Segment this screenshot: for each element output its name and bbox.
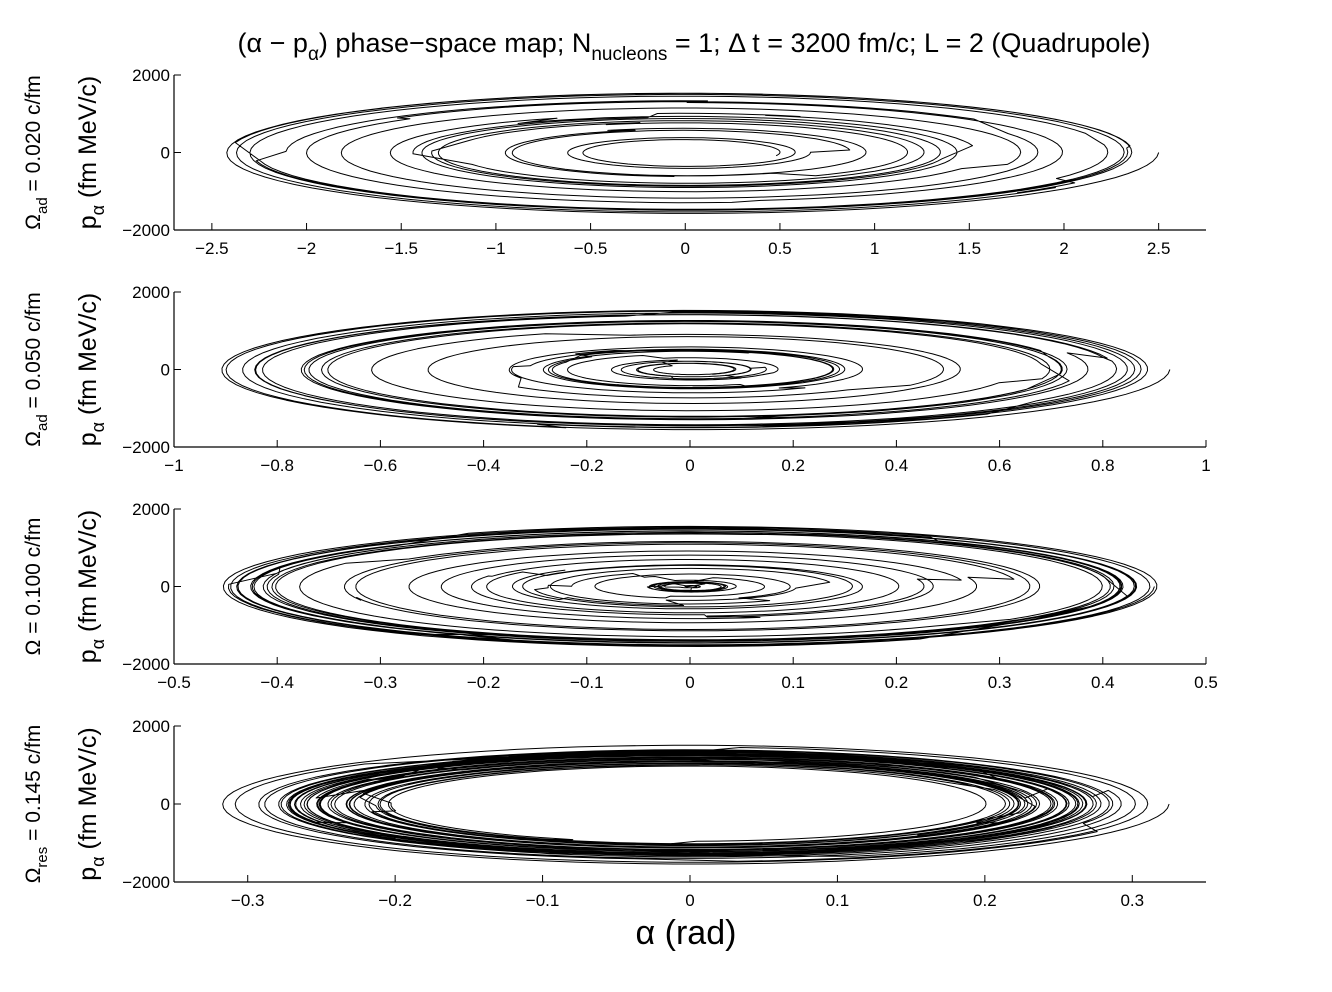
x-tick-label: 1 xyxy=(1201,456,1210,475)
x-tick-label: −0.2 xyxy=(467,673,501,692)
x-tick-label: −2 xyxy=(297,239,316,258)
panel-frequency-label: Ωad = 0.020 c/fm xyxy=(22,75,51,229)
x-tick-label: 0 xyxy=(685,456,694,475)
y-tick-label: 0 xyxy=(161,361,170,380)
x-tick-label: −0.4 xyxy=(467,456,501,475)
x-tick-label: −0.4 xyxy=(260,673,294,692)
x-tick-label: −0.3 xyxy=(231,891,265,910)
panel-3: −0.5 −0.4 −0.3 −0.2 −0.1 0 0.1 0.2 0.3 0.4 0.5 −200… xyxy=(22,500,1218,692)
x-tick-label: 0.4 xyxy=(1091,673,1115,692)
y-tick-label: −2000 xyxy=(122,873,170,892)
y-axis-label: pα (fm MeV/c) xyxy=(74,510,108,663)
figure-title: (α − pα) phase−space map; Nnucleons = 1;… xyxy=(238,28,1151,65)
x-tick-label: 0.2 xyxy=(973,891,997,910)
x-tick-label: 0.2 xyxy=(781,456,805,475)
panels-container: −2.5 −2 −1.5 −1 −0.5 0 0.5 1 1.5 2 2.5 −2000 0 2000 pα… xyxy=(22,66,1218,910)
x-tick-label: 0.4 xyxy=(885,456,909,475)
y-tick-label: 2000 xyxy=(132,283,170,302)
x-tick-label: −0.6 xyxy=(364,456,398,475)
x-tick-label: 1.5 xyxy=(957,239,981,258)
x-tick-label: 0.6 xyxy=(988,456,1012,475)
x-tick-label: 0 xyxy=(681,239,690,258)
y-tick-label: 2000 xyxy=(132,66,170,85)
x-tick-label: −0.2 xyxy=(378,891,412,910)
y-tick-label: −2000 xyxy=(122,655,170,674)
x-tick-label: 0.5 xyxy=(1194,673,1218,692)
x-tick-label: −1.5 xyxy=(384,239,418,258)
y-axis-label: pα (fm MeV/c) xyxy=(74,76,108,229)
panel-frequency-label: Ωres = 0.145 c/fm xyxy=(22,725,51,884)
y-tick-label: 0 xyxy=(161,795,170,814)
x-tick-label: 0.8 xyxy=(1091,456,1115,475)
x-tick-label: 2.5 xyxy=(1147,239,1171,258)
x-tick-label: 0.3 xyxy=(988,673,1012,692)
y-tick-label: 0 xyxy=(161,578,170,597)
y-tick-label: −2000 xyxy=(122,221,170,240)
x-tick-label: 0.2 xyxy=(885,673,909,692)
y-tick-label: 0 xyxy=(161,144,170,163)
y-axis-label: pα (fm MeV/c) xyxy=(74,293,108,446)
x-tick-label: −0.2 xyxy=(570,456,604,475)
x-tick-label: 0 xyxy=(685,673,694,692)
x-axis-label: α (rad) xyxy=(636,914,737,952)
x-tick-label: −1 xyxy=(486,239,505,258)
x-tick-label: −0.5 xyxy=(574,239,608,258)
x-tick-label: 2 xyxy=(1059,239,1068,258)
x-tick-label: 0.1 xyxy=(781,673,805,692)
y-axis-label: pα (fm MeV/c) xyxy=(74,727,108,880)
x-tick-label: 0.1 xyxy=(826,891,850,910)
x-tick-label: 0.5 xyxy=(768,239,792,258)
x-tick-label: 0.3 xyxy=(1120,891,1144,910)
x-tick-label: −0.8 xyxy=(260,456,294,475)
y-tick-label: −2000 xyxy=(122,438,170,457)
x-tick-label: 0 xyxy=(685,891,694,910)
x-tick-label: −0.1 xyxy=(570,673,604,692)
panel-1: −2.5 −2 −1.5 −1 −0.5 0 0.5 1 1.5 2 2.5 −2000 0 2000 pα… xyxy=(22,66,1206,258)
y-tick-label: 2000 xyxy=(132,717,170,736)
phase-trajectory-1 xyxy=(226,92,1160,214)
panel-4: −0.3 −0.2 −0.1 0 0.1 0.2 0.3 −2000 0 2000 pα (fm M… xyxy=(22,717,1206,910)
phase-trajectory-4 xyxy=(222,744,1170,865)
panel-frequency-label: Ωad = 0.050 c/fm xyxy=(22,292,51,446)
x-tick-label: −2.5 xyxy=(195,239,229,258)
y-tick-label: 2000 xyxy=(132,500,170,519)
phase-trajectory-3 xyxy=(222,525,1158,647)
panel-2: −1 −0.8 −0.6 −0.4 −0.2 0 0.2 0.4 0.6 0.8 1 −2000 0 20… xyxy=(22,283,1211,475)
x-tick-label: 1 xyxy=(870,239,879,258)
x-tick-label: −0.5 xyxy=(157,673,191,692)
phase-trajectory-2 xyxy=(221,309,1171,431)
x-tick-label: −0.3 xyxy=(364,673,398,692)
x-tick-label: −1 xyxy=(164,456,183,475)
panel-frequency-label: Ω = 0.100 c/fm xyxy=(22,518,45,656)
x-tick-label: −0.1 xyxy=(526,891,560,910)
